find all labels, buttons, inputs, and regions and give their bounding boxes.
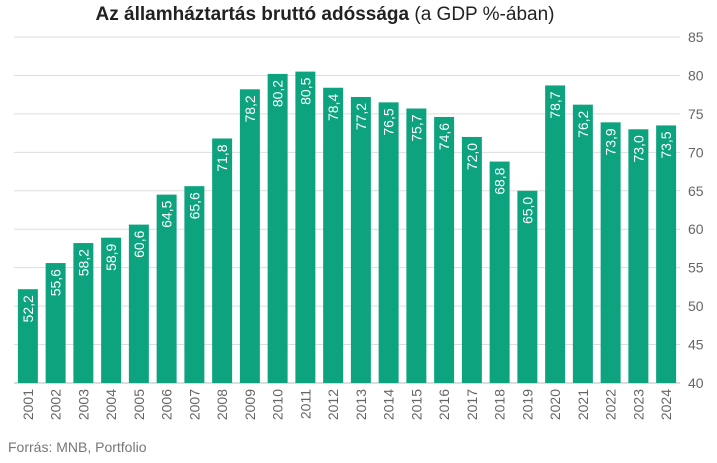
data-label: 80,2: [270, 80, 286, 107]
bar: [628, 129, 649, 383]
x-tick-label: 2011: [297, 389, 313, 419]
x-tick-label: 2014: [381, 389, 397, 420]
y-tick-label: 60: [688, 221, 704, 237]
chart-subtitle: (a GDP %-ában): [414, 4, 555, 25]
source-note: Forrás: MNB, Portfolio: [8, 439, 147, 455]
data-label: 78,2: [242, 95, 258, 122]
chart-title-main: Az államháztartás bruttó adóssága: [95, 4, 410, 25]
data-label: 73,0: [630, 135, 646, 162]
data-label: 72,0: [464, 143, 480, 170]
bar: [156, 194, 177, 383]
x-tick-label: 2001: [20, 389, 36, 420]
y-tick-label: 40: [688, 375, 704, 391]
y-tick-label: 55: [688, 260, 704, 276]
data-label: 76,5: [381, 108, 397, 135]
y-tick-label: 80: [688, 67, 704, 83]
chart-title: Az államháztartás bruttó adóssága (a GDP…: [0, 4, 650, 26]
bar: [656, 125, 677, 383]
x-tick-label: 2020: [547, 389, 563, 420]
y-tick-label: 45: [688, 337, 704, 353]
data-label: 73,9: [603, 128, 619, 155]
x-tick-label: 2009: [242, 389, 258, 420]
x-tick-label: 2002: [48, 389, 64, 420]
data-label: 60,6: [131, 230, 147, 257]
bar: [600, 122, 621, 383]
bar: [267, 73, 288, 383]
x-tick-label: 2012: [325, 389, 341, 420]
y-tick-label: 50: [688, 298, 704, 314]
bar: [350, 96, 371, 384]
bar: [17, 289, 38, 383]
x-tick-label: 2010: [270, 389, 286, 420]
data-labels: 52,2 55,6 58,2 58,9 60,6 64,5 65,6 71,8 78,2 80,2…: [20, 77, 674, 322]
data-label: 78,7: [547, 91, 563, 118]
data-label: 77,2: [353, 103, 369, 130]
x-tick-label: 2022: [603, 389, 619, 420]
bar: [239, 89, 260, 383]
data-label: 58,2: [75, 249, 91, 276]
x-tick-label: 2005: [131, 389, 147, 420]
data-label: 65,0: [519, 197, 535, 224]
x-tick-label: 2006: [159, 389, 175, 420]
data-label: 75,7: [408, 114, 424, 141]
x-tick-label: 2018: [492, 389, 508, 420]
data-label: 78,4: [325, 94, 341, 121]
data-label: 73,5: [658, 131, 674, 158]
y-tick-label: 85: [688, 29, 704, 45]
data-label: 74,6: [436, 123, 452, 150]
data-label: 80,5: [297, 77, 313, 104]
data-label: 71,8: [214, 144, 230, 171]
bar: [101, 237, 122, 383]
bars: [17, 71, 677, 384]
x-tick-label: 2019: [519, 389, 535, 420]
bar: [184, 186, 205, 383]
x-tick-label: 2004: [103, 389, 119, 420]
data-label: 65,6: [186, 192, 202, 219]
y-tick-label: 75: [688, 106, 704, 122]
data-label: 55,6: [48, 269, 64, 296]
bar: [545, 85, 566, 383]
bar: [45, 263, 66, 383]
x-tick-label: 2003: [75, 389, 91, 420]
bar: [406, 108, 427, 384]
y-tick-label: 70: [688, 144, 704, 160]
x-tick-label: 2023: [630, 389, 646, 420]
x-tick-label: 2015: [408, 389, 424, 420]
x-tick-label: 2024: [658, 389, 674, 420]
x-tick-label: 2008: [214, 389, 230, 420]
data-label: 68,8: [492, 167, 508, 194]
x-tick-label: 2007: [186, 389, 202, 420]
bar: [212, 138, 233, 383]
y-axis-ticks: 40 45 50 55 60 65 70 75 80 85: [688, 29, 704, 391]
bar: [128, 224, 149, 383]
x-tick-label: 2017: [464, 389, 480, 420]
data-label: 76,2: [575, 110, 591, 137]
bar: [295, 71, 316, 383]
data-label: 52,2: [20, 295, 36, 322]
x-tick-label: 2016: [436, 389, 452, 420]
bar: [73, 243, 94, 383]
data-label: 64,5: [159, 200, 175, 227]
bar: [517, 190, 538, 383]
x-tick-label: 2021: [575, 389, 591, 420]
bar: [461, 136, 482, 383]
bar: [489, 161, 510, 383]
bar: [323, 87, 344, 383]
grid-lines: [14, 36, 680, 384]
bar: [434, 116, 455, 383]
x-tick-label: 2013: [353, 389, 369, 420]
bar: [378, 102, 399, 383]
data-label: 58,9: [103, 243, 119, 270]
x-axis-ticks: 2001 2002 2003 2004 2005 2006 2007 2008 2009 2010…: [20, 389, 674, 420]
y-tick-label: 65: [688, 183, 704, 199]
bar: [572, 104, 593, 383]
